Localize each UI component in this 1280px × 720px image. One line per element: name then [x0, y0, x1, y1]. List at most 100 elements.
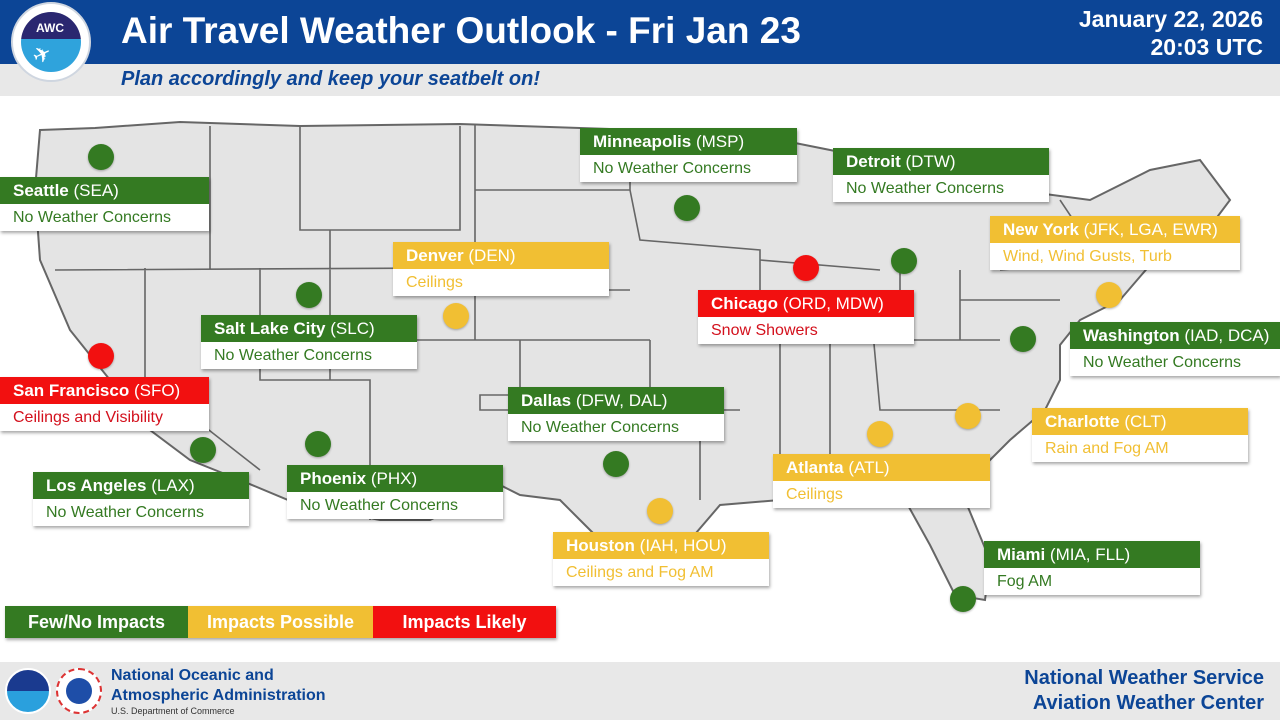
- weather-status: Ceilings: [786, 486, 843, 503]
- los-angeles-marker[interactable]: [190, 437, 216, 463]
- weather-status: No Weather Concerns: [846, 180, 1004, 197]
- card-denver[interactable]: Denver (DEN) Ceilings: [393, 242, 609, 296]
- city-name: Washington: [1083, 326, 1180, 345]
- card-new-york[interactable]: New York (JFK, LGA, EWR) Wind, Wind Gusts…: [990, 216, 1240, 270]
- nws-name: National Weather Service: [1024, 667, 1264, 689]
- city-name: San Francisco: [13, 381, 130, 400]
- airport-codes: (DEN): [468, 246, 516, 265]
- city-name: Dallas: [521, 391, 572, 410]
- city-name: Charlotte: [1045, 412, 1120, 431]
- airport-codes: (SFO): [133, 381, 181, 400]
- weather-status: Fog AM: [997, 573, 1053, 590]
- airport-codes: (MSP): [695, 132, 745, 151]
- airport-codes: (ORD, MDW): [782, 294, 884, 313]
- weather-status: No Weather Concerns: [13, 209, 171, 226]
- legend-impacts-possible: Impacts Possible: [188, 606, 373, 638]
- airport-codes: (MIA, FLL): [1049, 545, 1131, 564]
- card-salt-lake-city[interactable]: Salt Lake City (SLC) No Weather Concerns: [201, 315, 417, 369]
- weather-status: No Weather Concerns: [1083, 354, 1241, 371]
- card-dallas[interactable]: Dallas (DFW, DAL) No Weather Concerns: [508, 387, 724, 441]
- weather-status: No Weather Concerns: [593, 160, 751, 177]
- houston-marker[interactable]: [647, 498, 673, 524]
- miami-marker[interactable]: [950, 586, 976, 612]
- card-seattle[interactable]: Seattle (SEA) No Weather Concerns: [0, 177, 209, 231]
- nws-logo: [56, 668, 102, 714]
- city-name: Miami: [997, 545, 1046, 564]
- weather-status: No Weather Concerns: [214, 347, 372, 364]
- card-phoenix[interactable]: Phoenix (PHX) No Weather Concerns: [287, 465, 503, 519]
- airport-codes: (PHX): [370, 469, 418, 488]
- card-detroit[interactable]: Detroit (DTW) No Weather Concerns: [833, 148, 1049, 202]
- city-name: Salt Lake City: [214, 319, 326, 338]
- charlotte-marker[interactable]: [955, 403, 981, 429]
- noaa-name-line1: National Oceanic and: [111, 667, 274, 684]
- awc-logo: AWC ✈: [11, 2, 91, 82]
- chicago-marker[interactable]: [793, 255, 819, 281]
- city-name: Atlanta: [786, 458, 844, 477]
- noaa-name: National Oceanic and Atmospheric Administ…: [111, 666, 326, 706]
- salt-lake-city-marker[interactable]: [296, 282, 322, 308]
- city-name: New York: [1003, 220, 1079, 239]
- weather-status: Ceilings and Fog AM: [566, 564, 714, 581]
- airport-codes: (JFK, LGA, EWR): [1083, 220, 1218, 239]
- awc-name: Aviation Weather Center: [1032, 692, 1264, 714]
- seattle-marker[interactable]: [88, 144, 114, 170]
- airport-codes: (DTW): [905, 152, 956, 171]
- weather-status: No Weather Concerns: [300, 497, 458, 514]
- card-minneapolis[interactable]: Minneapolis (MSP) No Weather Concerns: [580, 128, 797, 182]
- city-name: Minneapolis: [593, 132, 692, 151]
- detroit-marker[interactable]: [891, 248, 917, 274]
- footer-bar: [0, 662, 1280, 720]
- weather-status: No Weather Concerns: [521, 419, 679, 436]
- card-charlotte[interactable]: Charlotte (CLT) Rain and Fog AM: [1032, 408, 1248, 462]
- weather-status: Snow Showers: [711, 322, 818, 339]
- city-name: Houston: [566, 536, 635, 555]
- card-san-francisco[interactable]: San Francisco (SFO) Ceilings and Visibili…: [0, 377, 209, 431]
- city-name: Denver: [406, 246, 464, 265]
- card-chicago[interactable]: Chicago (ORD, MDW) Snow Showers: [698, 290, 914, 344]
- noaa-logo: [5, 668, 51, 714]
- airport-codes: (LAX): [151, 476, 195, 495]
- atlanta-marker[interactable]: [867, 421, 893, 447]
- card-los-angeles[interactable]: Los Angeles (LAX) No Weather Concerns: [33, 472, 249, 526]
- weather-status: No Weather Concerns: [46, 504, 204, 521]
- airport-codes: (SEA): [73, 181, 119, 200]
- airport-codes: (IAD, DCA): [1184, 326, 1270, 345]
- city-name: Detroit: [846, 152, 901, 171]
- card-washington[interactable]: Washington (IAD, DCA) No Weather Concerns: [1070, 322, 1280, 376]
- tagline: Plan accordingly and keep your seatbelt …: [121, 68, 540, 90]
- subheader-bar: [0, 64, 1280, 96]
- noaa-name-line2: Atmospheric Administration: [111, 687, 326, 704]
- card-miami[interactable]: Miami (MIA, FLL) Fog AM: [984, 541, 1200, 595]
- issue-time: 20:03 UTC: [1150, 34, 1263, 60]
- impact-legend: Few/No Impacts Impacts Possible Impacts …: [5, 606, 556, 638]
- card-atlanta[interactable]: Atlanta (ATL) Ceilings: [773, 454, 990, 508]
- minneapolis-marker[interactable]: [674, 195, 700, 221]
- city-name: Los Angeles: [46, 476, 147, 495]
- legend-few-impacts: Few/No Impacts: [5, 606, 188, 638]
- airport-codes: (SLC): [330, 319, 375, 338]
- airport-codes: (DFW, DAL): [575, 391, 668, 410]
- city-name: Seattle: [13, 181, 69, 200]
- airport-codes: (ATL): [848, 458, 890, 477]
- card-houston[interactable]: Houston (IAH, HOU) Ceilings and Fog AM: [553, 532, 769, 586]
- legend-impacts-likely: Impacts Likely: [373, 606, 556, 638]
- new-york-marker[interactable]: [1096, 282, 1122, 308]
- header-bar: [0, 0, 1280, 64]
- page-title: Air Travel Weather Outlook - Fri Jan 23: [121, 10, 801, 51]
- denver-marker[interactable]: [443, 303, 469, 329]
- weather-status: Ceilings: [406, 274, 463, 291]
- nws-awc-name: National Weather Service Aviation Weather…: [1024, 666, 1264, 716]
- dallas-marker[interactable]: [603, 451, 629, 477]
- logo-text: AWC: [36, 21, 64, 35]
- weather-status: Wind, Wind Gusts, Turb: [1003, 248, 1172, 265]
- san-francisco-marker[interactable]: [88, 343, 114, 369]
- airport-codes: (IAH, HOU): [639, 536, 727, 555]
- weather-status: Ceilings and Visibility: [13, 409, 163, 426]
- city-name: Chicago: [711, 294, 779, 313]
- washington-marker[interactable]: [1010, 326, 1036, 352]
- weather-status: Rain and Fog AM: [1045, 440, 1169, 457]
- issue-datetime: January 22, 2026 20:03 UTC: [1079, 5, 1263, 61]
- city-name: Phoenix: [300, 469, 367, 488]
- phoenix-marker[interactable]: [305, 431, 331, 457]
